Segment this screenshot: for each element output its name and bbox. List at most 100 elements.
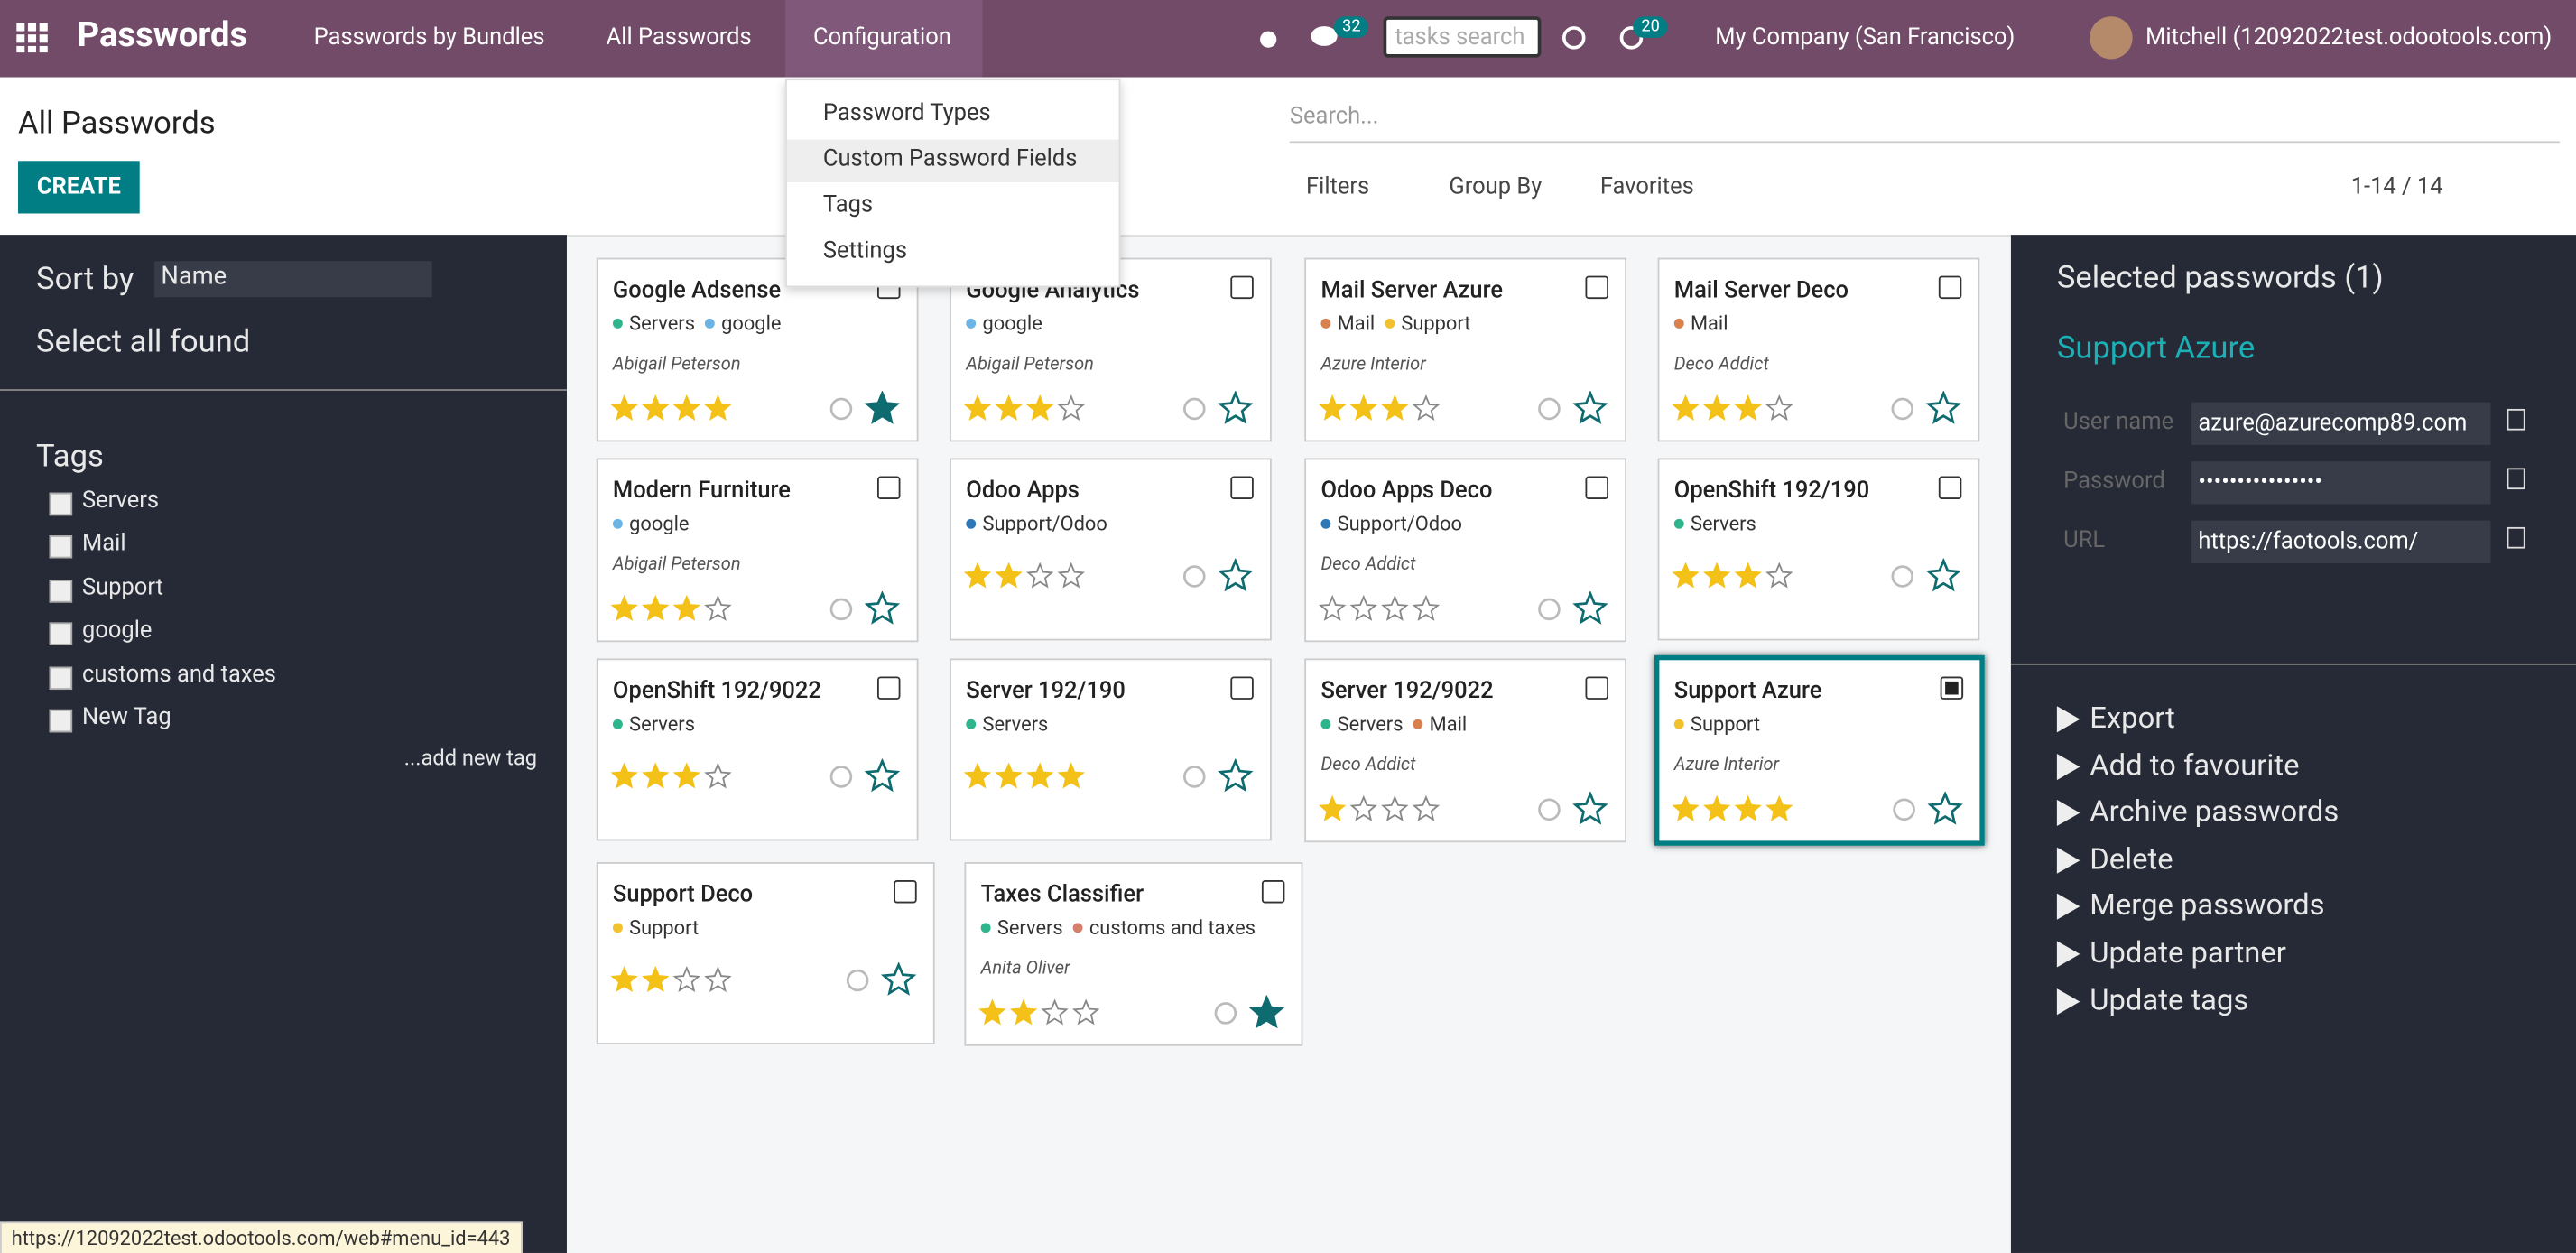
card-checkbox[interactable] xyxy=(1938,476,1962,500)
star[interactable] xyxy=(1765,562,1793,589)
action[interactable]: Update tags xyxy=(2090,982,2249,1018)
star[interactable] xyxy=(1071,998,1100,1026)
star[interactable] xyxy=(1734,562,1762,589)
star[interactable] xyxy=(1318,794,1347,821)
star[interactable] xyxy=(1057,762,1085,789)
password-card[interactable]: Server 192/9022 Servers Mail Deco Addict xyxy=(1304,658,1626,843)
star[interactable] xyxy=(642,762,670,789)
action[interactable]: Archive passwords xyxy=(2090,794,2340,830)
action[interactable]: Delete xyxy=(2090,841,2173,877)
star[interactable] xyxy=(1009,998,1038,1026)
card-checkbox[interactable] xyxy=(1230,476,1254,500)
selected-name[interactable]: Support Azure xyxy=(2056,328,2256,367)
filters[interactable]: Filters xyxy=(1306,173,1370,200)
password-card[interactable]: Support Deco Support xyxy=(596,862,935,1044)
password-card[interactable]: Google Adsense Servers google Abigail Peter… xyxy=(596,257,919,442)
search-box[interactable]: Search... xyxy=(1289,98,2560,144)
password-card[interactable]: Mail Server Deco Mail Deco Addict xyxy=(1657,257,1980,442)
star[interactable] xyxy=(978,998,1006,1026)
tag-name[interactable]: Servers xyxy=(82,487,160,515)
star[interactable] xyxy=(1672,562,1700,589)
star[interactable] xyxy=(642,594,670,621)
card-checkbox[interactable] xyxy=(1261,880,1285,904)
action[interactable]: Update partner xyxy=(2090,935,2286,971)
password-card[interactable]: OpenShift 192/9022 Servers xyxy=(596,658,919,841)
tag-name[interactable]: customs and taxes xyxy=(82,661,276,688)
dropdown-item[interactable]: Tags xyxy=(822,191,874,218)
star[interactable] xyxy=(1765,394,1793,421)
favorite-star[interactable] xyxy=(1572,390,1608,424)
apps-icon[interactable] xyxy=(16,23,49,53)
star[interactable] xyxy=(672,965,701,993)
card-checkbox[interactable] xyxy=(1230,275,1254,300)
star[interactable] xyxy=(1672,794,1700,821)
card-checkbox[interactable] xyxy=(1940,676,1964,700)
tag-name[interactable]: Mail xyxy=(82,531,126,558)
star[interactable] xyxy=(995,562,1023,589)
star[interactable] xyxy=(1381,394,1409,421)
dropdown-item[interactable]: Password Types xyxy=(822,99,991,127)
favorite-star[interactable] xyxy=(1925,390,1962,424)
star[interactable] xyxy=(963,762,992,789)
sort-select[interactable]: Name xyxy=(154,261,432,298)
menu-item[interactable]: Configuration xyxy=(812,24,951,51)
favorite-star[interactable] xyxy=(1572,590,1608,625)
copy-icon[interactable] xyxy=(2507,408,2525,431)
star[interactable] xyxy=(642,965,670,993)
star[interactable] xyxy=(1381,794,1409,821)
password-card[interactable]: Odoo Apps Support/Odoo xyxy=(950,458,1272,641)
card-checkbox[interactable] xyxy=(1938,275,1962,300)
star[interactable] xyxy=(1412,794,1441,821)
tag-checkbox[interactable] xyxy=(49,665,73,690)
star[interactable] xyxy=(1041,998,1069,1026)
card-checkbox[interactable] xyxy=(1585,275,1608,300)
star[interactable] xyxy=(704,965,732,993)
card-checkbox[interactable] xyxy=(894,880,917,904)
star[interactable] xyxy=(995,394,1023,421)
action[interactable]: Export xyxy=(2090,701,2175,736)
tag-checkbox[interactable] xyxy=(49,622,73,646)
tag-checkbox[interactable] xyxy=(49,535,73,560)
star[interactable] xyxy=(963,394,992,421)
password-card[interactable]: Odoo Apps Deco Support/Odoo Deco Addict xyxy=(1304,458,1626,643)
card-checkbox[interactable] xyxy=(1230,676,1254,700)
star[interactable] xyxy=(1765,794,1793,821)
star[interactable] xyxy=(1349,594,1377,621)
add-tag[interactable]: ...add new tag xyxy=(403,747,538,772)
star[interactable] xyxy=(704,394,732,421)
action[interactable]: Add to favourite xyxy=(2090,747,2300,783)
favorite-star[interactable] xyxy=(864,590,901,625)
chat-icon[interactable] xyxy=(1310,24,1339,51)
password-card[interactable]: Modern Furniture google Abigail Peterson xyxy=(596,458,919,643)
menu-item[interactable]: Passwords by Bundles xyxy=(313,24,545,51)
card-checkbox[interactable] xyxy=(1585,476,1608,500)
favorite-star[interactable] xyxy=(880,961,917,996)
star[interactable] xyxy=(1412,594,1441,621)
star[interactable] xyxy=(610,394,638,421)
star[interactable] xyxy=(1412,394,1441,421)
tag-name[interactable]: google xyxy=(82,617,153,645)
star[interactable] xyxy=(1734,394,1762,421)
favorite-star[interactable] xyxy=(1248,995,1285,1029)
avatar[interactable] xyxy=(2090,16,2133,60)
star[interactable] xyxy=(1702,394,1731,421)
tag-checkbox[interactable] xyxy=(49,709,73,733)
star[interactable] xyxy=(1702,562,1731,589)
favorite-star[interactable] xyxy=(864,390,901,424)
favorite-star[interactable] xyxy=(1218,390,1254,424)
star[interactable] xyxy=(610,594,638,621)
password-card[interactable]: Google Analytics google Abigail Peterson xyxy=(950,257,1272,442)
favorite-star[interactable] xyxy=(1572,791,1608,825)
debug-icon[interactable] xyxy=(1256,24,1282,51)
star[interactable] xyxy=(704,594,732,621)
activity-icon[interactable] xyxy=(1617,23,1646,52)
star[interactable] xyxy=(642,394,670,421)
card-checkbox[interactable] xyxy=(876,676,901,700)
tag-checkbox[interactable] xyxy=(49,579,73,603)
star[interactable] xyxy=(1025,762,1054,789)
app-name[interactable]: Passwords xyxy=(77,16,248,56)
star[interactable] xyxy=(1381,594,1409,621)
action[interactable]: Merge passwords xyxy=(2090,888,2325,924)
star[interactable] xyxy=(1318,594,1347,621)
star[interactable] xyxy=(1057,394,1085,421)
